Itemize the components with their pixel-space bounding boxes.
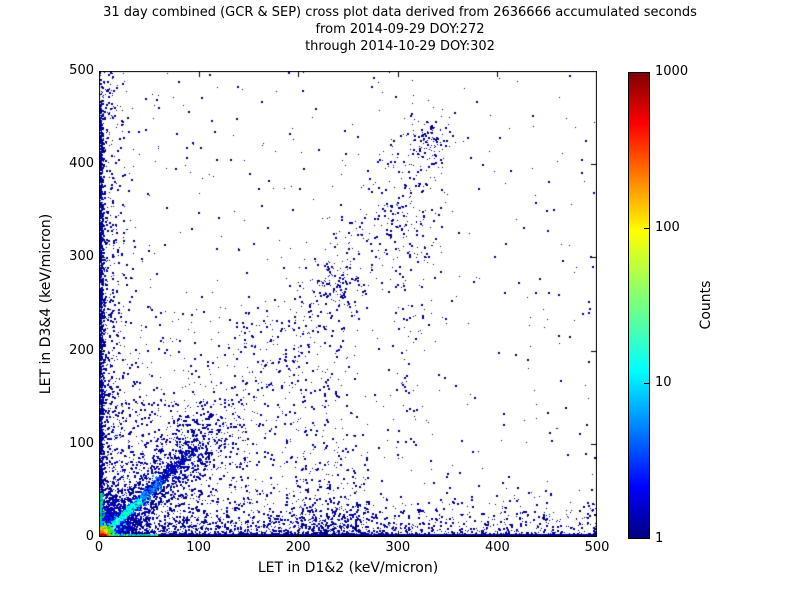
y-axis-label: LET in D3&4 (keV/micron) [38,213,54,395]
x-tick-label: 300 [385,540,411,555]
x-tick-label: 200 [285,540,311,555]
y-tick-label: 0 [85,529,94,544]
y-tick-label: 300 [69,249,94,265]
colorbar-tick-mark [644,383,649,384]
colorbar-tick-label: 10 [655,375,672,391]
y-tick-label: 200 [69,342,94,358]
title-line-2: from 2014-09-29 DOY:272 [315,22,485,37]
colorbar [628,72,650,539]
colorbar-tick-label: 1000 [655,64,689,79]
colorbar-tick-label: 1 [655,531,664,546]
title-line-3: through 2014-10-29 DOY:302 [305,39,495,54]
colorbar-tick-label: 100 [655,219,680,235]
y-tick-label: 500 [69,63,94,78]
x-tick-label: 400 [484,540,510,555]
title-line-1: 31 day combined (GCR & SEP) cross plot d… [103,5,697,20]
x-axis-label: LET in D1&2 (keV/micron) [257,560,439,576]
colorbar-tick-mark [644,228,649,229]
y-tick-label: 400 [69,156,94,172]
colorbar-label: Counts [698,280,714,330]
x-tick-label: 500 [584,540,610,555]
y-tick-label: 100 [69,435,94,451]
x-tick-label: 0 [94,540,104,555]
scatter-plot-canvas [99,71,597,537]
x-tick-label: 100 [186,540,211,555]
chart-title: 31 day combined (GCR & SEP) cross plot d… [0,4,800,55]
